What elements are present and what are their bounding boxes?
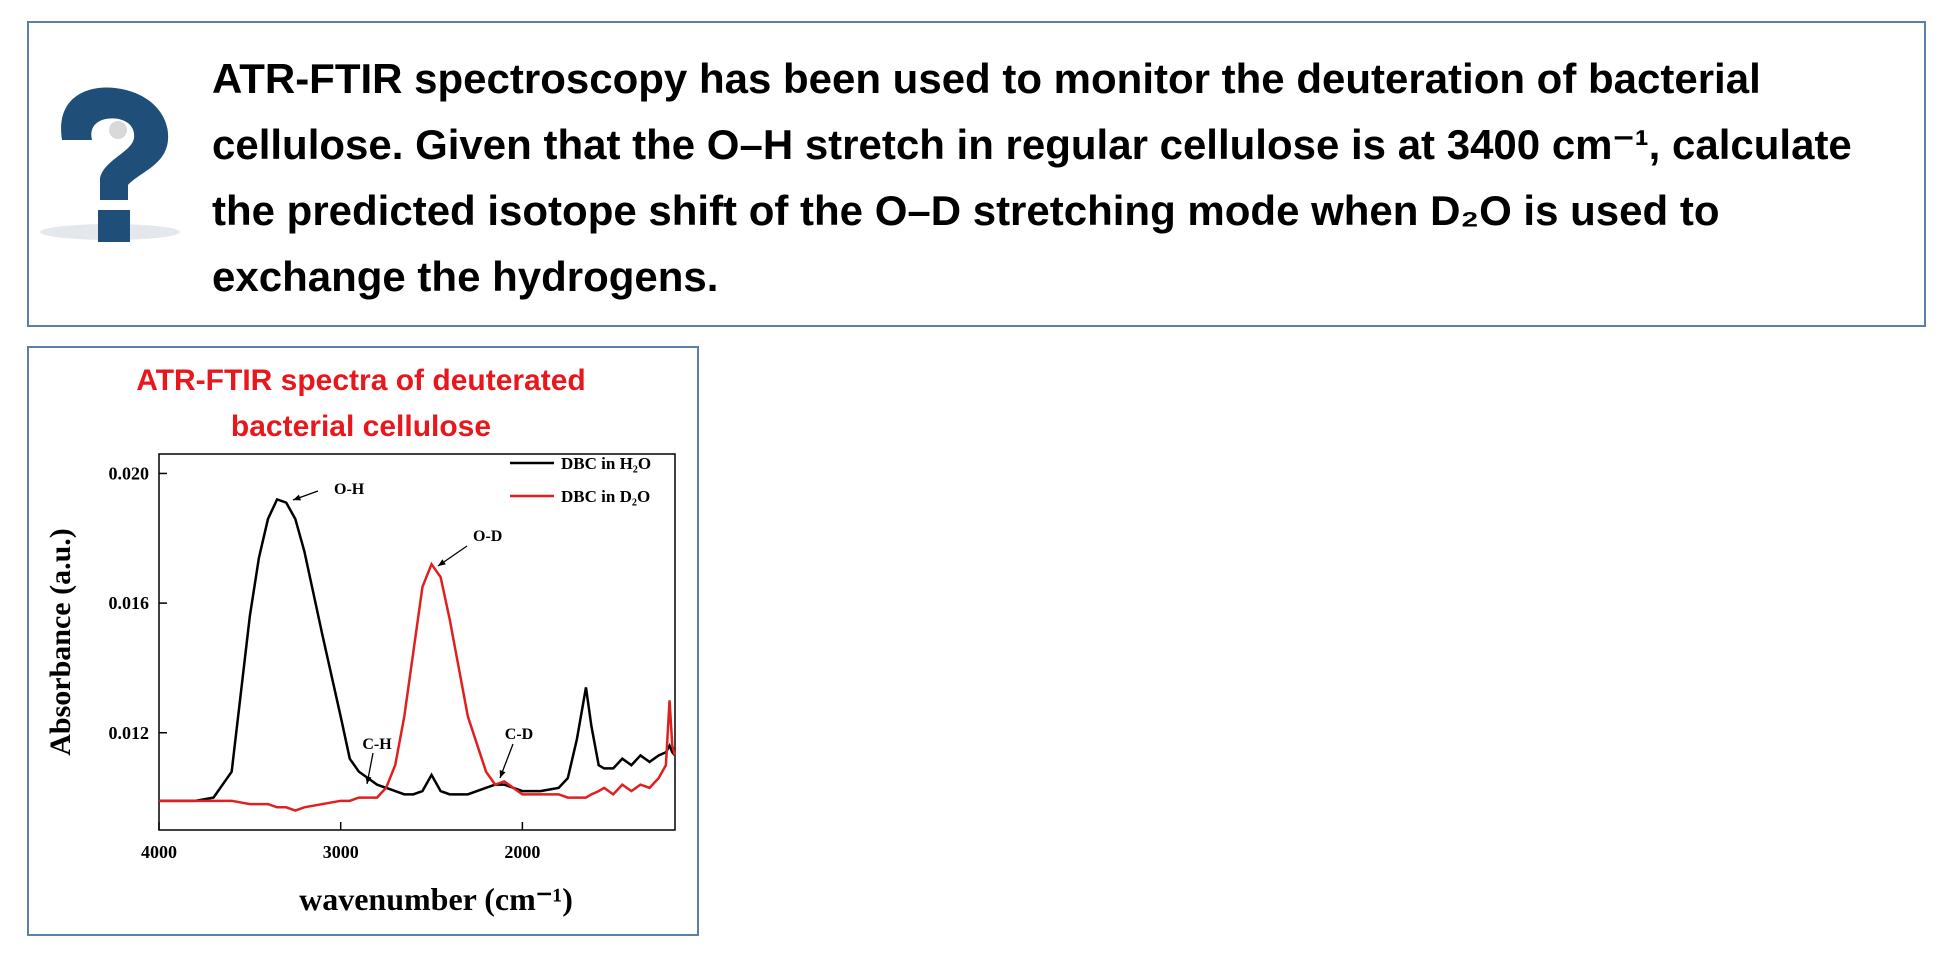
y-tick-label: 0.012 bbox=[109, 723, 150, 743]
y-tick-label: 0.016 bbox=[109, 593, 150, 613]
legend-label: DBC in H₂O bbox=[561, 454, 651, 473]
arrow-head bbox=[365, 776, 372, 784]
annotation: C-H bbox=[362, 736, 392, 753]
y-tick-label: 0.020 bbox=[109, 463, 150, 483]
x-tick-label: 4000 bbox=[141, 842, 177, 862]
question-text: ATR-FTIR spectroscopy has been used to m… bbox=[212, 55, 1852, 300]
y-axis-label: Absorbance (a.u.) bbox=[44, 528, 77, 756]
annotation: C-D bbox=[505, 726, 533, 743]
plot-frame bbox=[158, 453, 676, 831]
series-line bbox=[159, 497, 676, 803]
annotation: O-H bbox=[334, 481, 365, 498]
arrow-head bbox=[499, 770, 506, 778]
x-tick-label: 2000 bbox=[504, 842, 540, 862]
x-axis-label: wavenumber (cm⁻¹) bbox=[299, 881, 573, 917]
question-mark bbox=[61, 87, 169, 200]
question-box bbox=[27, 21, 1926, 327]
icon-figure bbox=[109, 121, 127, 139]
arrow-head bbox=[438, 559, 446, 566]
annotation: O-D bbox=[473, 528, 502, 545]
legend-label: DBC in D₂O bbox=[561, 487, 650, 506]
figure-box bbox=[27, 346, 699, 936]
question-dot bbox=[98, 210, 130, 242]
x-tick-label: 3000 bbox=[323, 842, 359, 862]
arrow-head bbox=[293, 494, 301, 501]
question-icon bbox=[40, 87, 180, 242]
series-line bbox=[159, 561, 677, 812]
figure-caption: ATR-FTIR spectra of deuterated bacterial… bbox=[136, 364, 586, 443]
